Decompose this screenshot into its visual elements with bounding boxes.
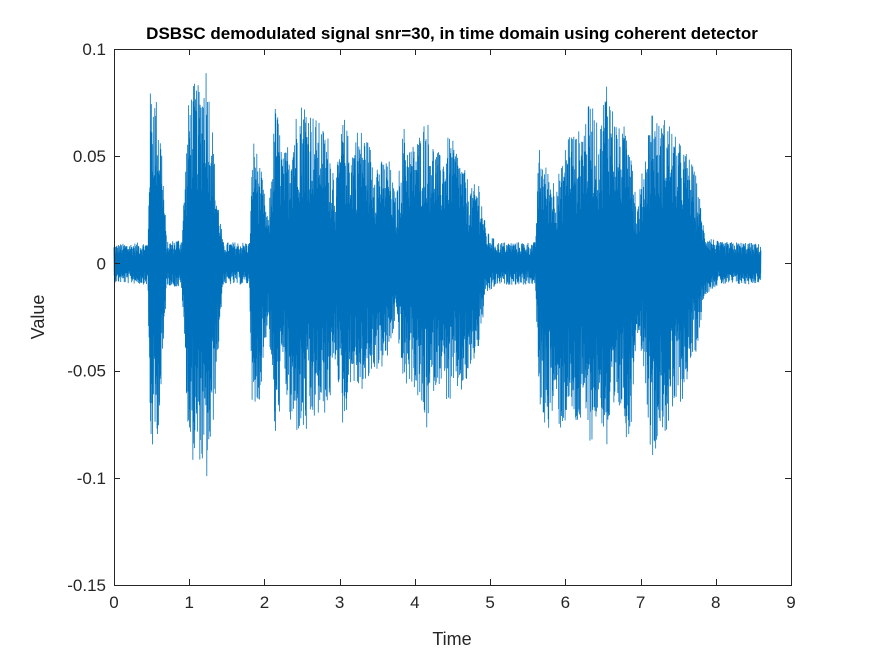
y-tick-label: -0.1 bbox=[77, 469, 106, 488]
series-layer bbox=[113, 73, 762, 477]
y-axis-label: Value bbox=[28, 295, 48, 340]
y-tick-label: -0.15 bbox=[67, 576, 106, 595]
x-axis-label: Time bbox=[432, 629, 471, 649]
x-tick-label: 2 bbox=[260, 593, 269, 612]
x-tick-label: 8 bbox=[711, 593, 720, 612]
y-tick-label: -0.05 bbox=[67, 362, 106, 381]
x-tick-label: 6 bbox=[561, 593, 570, 612]
y-tick-label: 0.05 bbox=[73, 147, 106, 166]
x-tick-label: 0 bbox=[109, 593, 118, 612]
x-tick-label: 4 bbox=[410, 593, 419, 612]
x-tick-label: 7 bbox=[636, 593, 645, 612]
x-tick-label: 5 bbox=[485, 593, 494, 612]
signal-series-line bbox=[113, 73, 762, 477]
x-tick-label: 1 bbox=[184, 593, 193, 612]
x-tick-label: 9 bbox=[786, 593, 795, 612]
y-tick-label: 0.1 bbox=[82, 40, 106, 59]
x-ticks: 0 1 2 3 4 5 6 7 8 9 bbox=[109, 49, 796, 612]
x-tick-label: 3 bbox=[335, 593, 344, 612]
y-ticks: -0.15 -0.1 -0.05 0 0.05 0.1 bbox=[67, 40, 791, 595]
chart-title: DSBSC demodulated signal snr=30, in time… bbox=[146, 24, 758, 43]
axes-layer bbox=[114, 49, 792, 586]
axes-box bbox=[114, 49, 792, 586]
y-tick-label: 0 bbox=[97, 254, 106, 273]
